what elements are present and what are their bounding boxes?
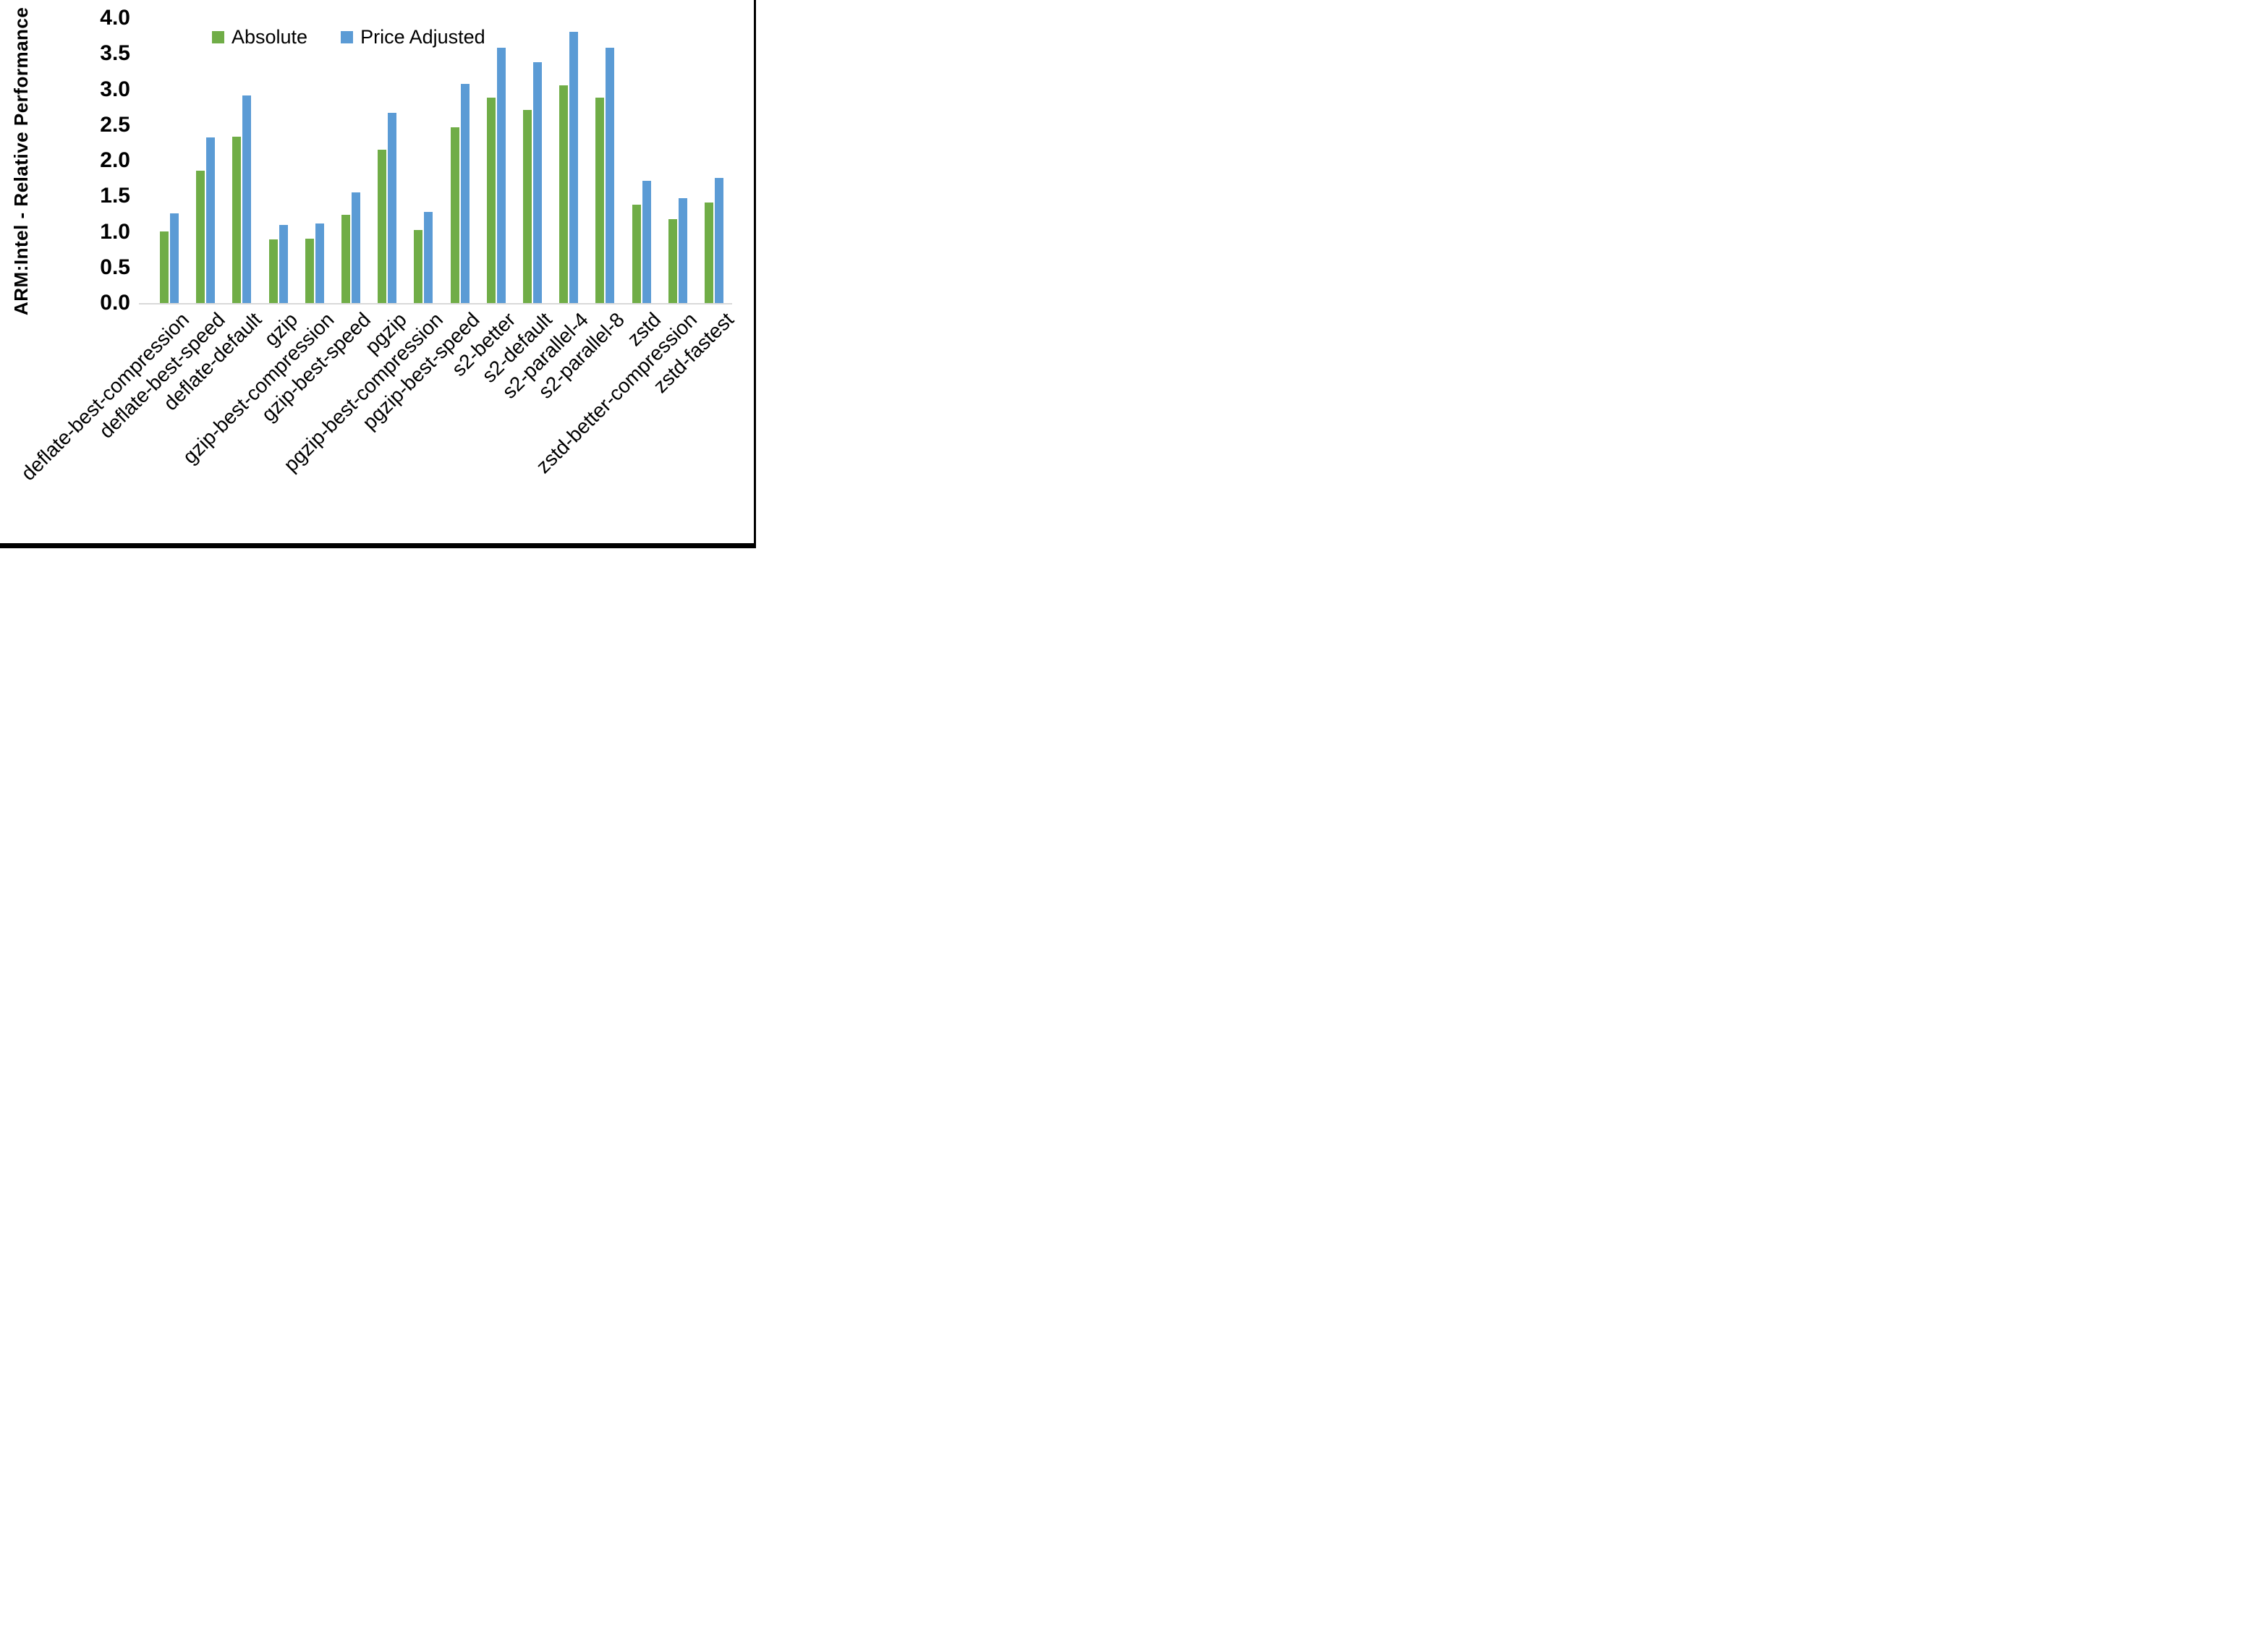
- bar-price-adjusted: [533, 62, 542, 303]
- y-tick-label: 0.5: [100, 255, 130, 279]
- bar-absolute: [414, 230, 422, 303]
- bar-price-adjusted: [206, 137, 215, 303]
- y-tick-label: 3.0: [100, 77, 130, 101]
- bar-price-adjusted: [352, 192, 360, 303]
- y-tick-label: 2.5: [100, 112, 130, 137]
- bar-absolute: [196, 171, 205, 303]
- bar-absolute: [668, 219, 677, 303]
- bar-price-adjusted: [715, 178, 723, 303]
- bar-price-adjusted: [642, 181, 651, 303]
- legend-swatch-absolute: [212, 31, 224, 43]
- bar-price-adjusted: [170, 213, 179, 303]
- bar-absolute: [595, 98, 604, 303]
- legend-label-absolute: Absolute: [232, 26, 308, 48]
- bar-price-adjusted: [388, 113, 396, 303]
- bar-absolute: [705, 203, 713, 303]
- legend-swatch-price-adjusted: [341, 31, 354, 43]
- x-axis-line: [139, 303, 732, 304]
- y-tick-label: 0.0: [100, 291, 130, 315]
- bar-absolute: [559, 85, 568, 303]
- bar-absolute: [160, 231, 169, 303]
- y-tick-label: 3.5: [100, 41, 130, 66]
- bar-price-adjusted: [497, 48, 506, 303]
- right-border: [754, 0, 756, 548]
- bar-absolute: [378, 150, 386, 303]
- bar-price-adjusted: [569, 32, 578, 303]
- legend-item-price-adjusted: Price Adjusted: [341, 26, 485, 48]
- bar-absolute: [523, 110, 532, 303]
- bar-absolute: [305, 239, 314, 303]
- bar-price-adjusted: [679, 198, 687, 303]
- legend-item-absolute: Absolute: [212, 26, 307, 48]
- legend: Absolute Price Adjusted: [212, 26, 485, 48]
- bar-absolute: [487, 98, 496, 303]
- bar-absolute: [232, 137, 241, 303]
- bar-absolute: [341, 215, 350, 303]
- bar-absolute: [632, 205, 641, 303]
- bar-absolute: [269, 239, 278, 303]
- bar-price-adjusted: [606, 48, 614, 303]
- y-tick-label: 1.0: [100, 219, 130, 244]
- bar-price-adjusted: [315, 223, 324, 303]
- bar-absolute: [451, 127, 459, 303]
- bottom-border: [0, 543, 756, 548]
- y-tick-label: 2.0: [100, 148, 130, 172]
- bar-price-adjusted: [424, 212, 433, 303]
- bar-price-adjusted: [461, 84, 470, 303]
- bar-price-adjusted: [279, 225, 288, 303]
- y-tick-label: 4.0: [100, 6, 130, 30]
- bar-price-adjusted: [242, 95, 251, 303]
- bar-chart: ARM:Intel - Relative Performance Absolut…: [0, 0, 756, 548]
- y-tick-label: 1.5: [100, 184, 130, 208]
- legend-label-price-adjusted: Price Adjusted: [360, 26, 485, 48]
